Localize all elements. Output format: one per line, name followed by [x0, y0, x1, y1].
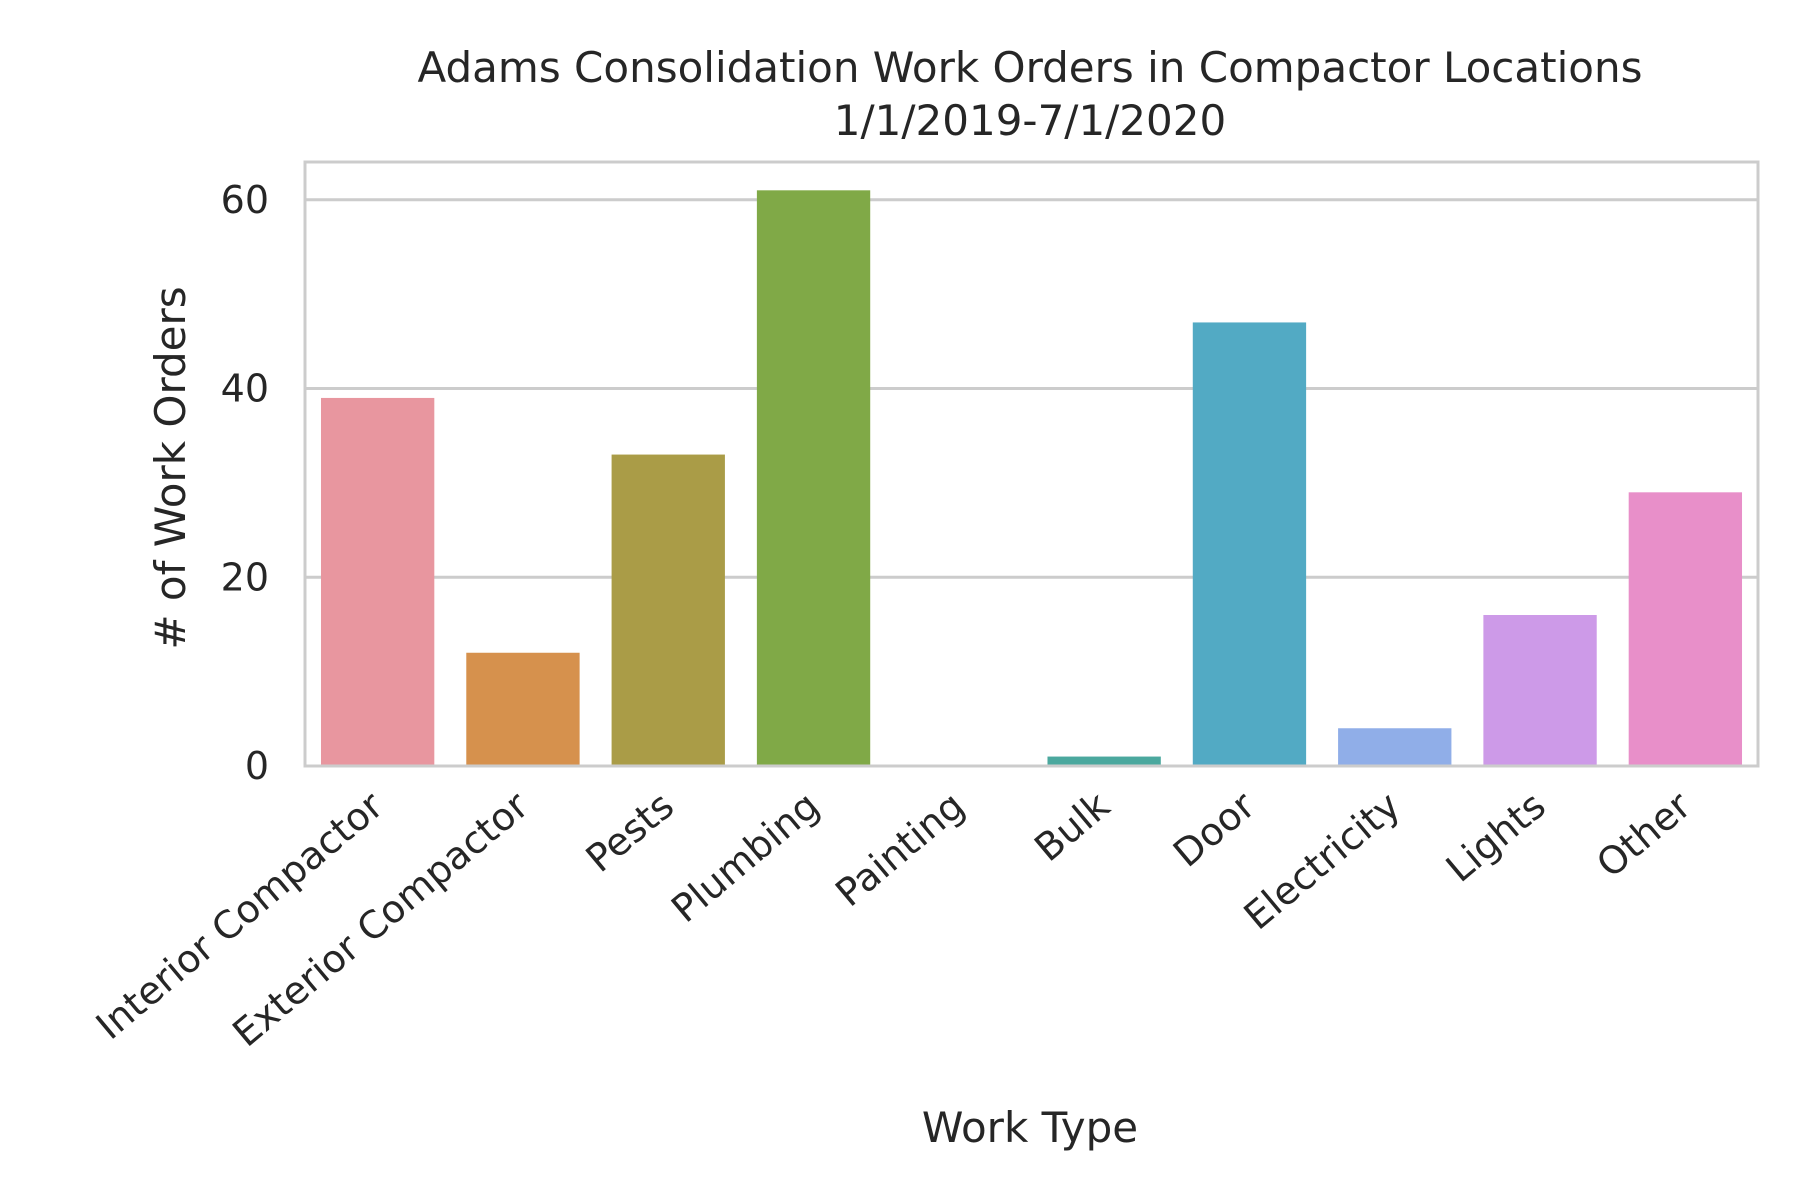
- x-tick-label: Door: [1165, 783, 1264, 876]
- bar-door: [1192, 322, 1307, 766]
- y-tick-label: 0: [245, 744, 269, 788]
- x-tick-label: Bulk: [1026, 783, 1118, 870]
- x-tick-label: Plumbing: [663, 783, 827, 931]
- x-tick-label: Other: [1588, 783, 1699, 886]
- y-tick-label: 60: [221, 178, 269, 222]
- y-axis-ticks: 0 20 40 60: [221, 178, 269, 788]
- y-axis-label: # of Work Orders: [146, 286, 195, 649]
- bar-bulk: [1047, 756, 1161, 766]
- x-tick-label: Painting: [827, 783, 972, 915]
- y-tick-label: 40: [221, 367, 269, 411]
- chart-subtitle: 1/1/2019-7/1/2020: [834, 96, 1226, 145]
- x-tick-label: Electricity: [1236, 783, 1409, 938]
- x-tick-label: Lights: [1438, 783, 1554, 890]
- plot-frame: [303, 160, 1760, 768]
- bar-pests: [611, 454, 725, 766]
- bars: [320, 190, 1743, 766]
- bar-lights: [1483, 615, 1597, 766]
- x-tick-label: Pests: [578, 783, 682, 881]
- bar-other: [1628, 492, 1743, 766]
- bar-plumbing: [756, 190, 871, 766]
- chart-title: Adams Consolidation Work Orders in Compa…: [418, 43, 1643, 92]
- x-axis-label: Work Type: [922, 1103, 1138, 1152]
- bar-exterior-compactor: [466, 652, 580, 766]
- bar-electricity: [1338, 728, 1452, 766]
- y-tick-label: 20: [221, 555, 269, 599]
- bar-interior-compactor: [320, 397, 435, 766]
